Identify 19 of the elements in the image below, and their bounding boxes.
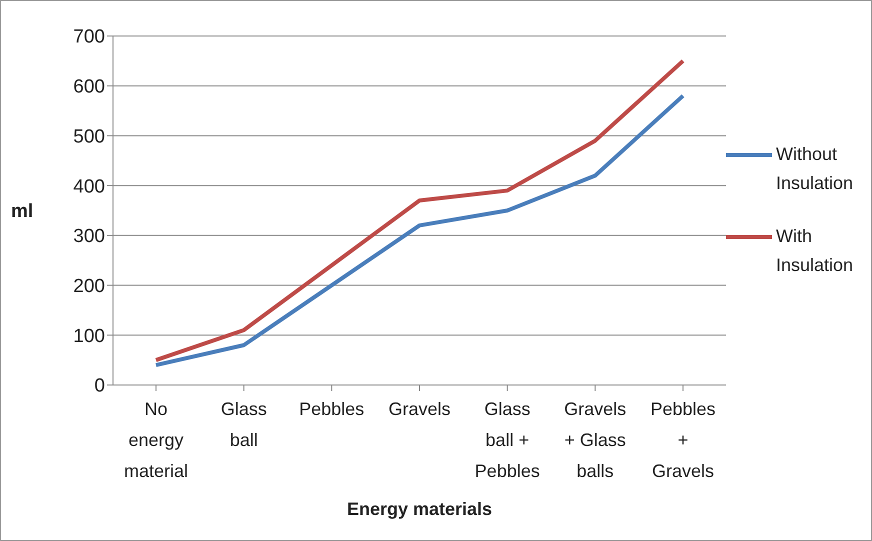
x-tick-label: Pebbles <box>299 399 364 419</box>
x-tick-label: Pebbles + Gravels <box>650 399 716 481</box>
legend-label: Without Insulation <box>776 142 854 194</box>
y-tick-label: 300 <box>73 226 105 248</box>
y-tick-label: 200 <box>73 276 105 298</box>
y-tick-label: 600 <box>73 76 105 98</box>
x-tick-label: Gravels <box>388 399 451 419</box>
y-tick-label: 0 <box>94 376 105 397</box>
x-tick-label: Glass ball <box>220 399 267 450</box>
y-tick-label: 100 <box>73 326 105 347</box>
x-axis-title: Energy materials <box>346 499 492 519</box>
y-axis-title: ml <box>11 201 34 222</box>
legend-label: With Insulation <box>776 224 854 276</box>
x-tick-label: No energy material <box>124 399 188 481</box>
y-tick-label: 500 <box>73 126 105 148</box>
x-tick-label: Glass ball + Pebbles <box>474 399 540 481</box>
x-tick-label: Gravels + Glass balls <box>564 399 626 481</box>
y-tick-label: 400 <box>73 176 105 198</box>
y-tick-label: 700 <box>73 26 105 48</box>
